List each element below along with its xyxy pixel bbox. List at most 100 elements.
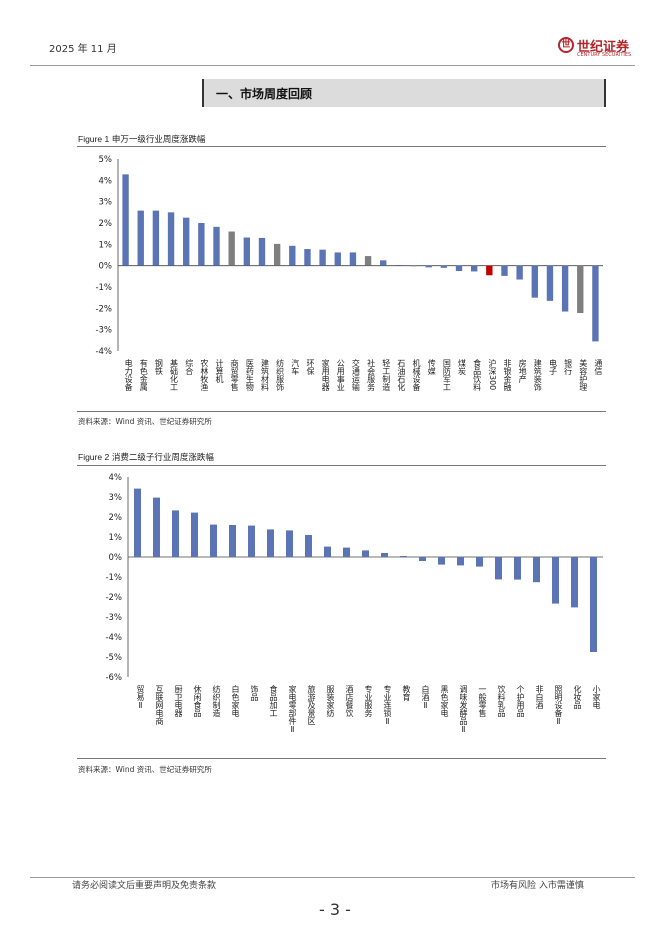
figure1-bar — [364, 256, 372, 266]
figure1-bar — [228, 231, 235, 266]
figure1-category-label: 沪深300 — [488, 358, 497, 390]
figure2-category-label: 休闲食品 — [193, 684, 202, 718]
figure2-source: 资料来源：Wind 资讯、世纪证券研究所 — [78, 765, 212, 774]
figure2-category-label: 饰品 — [250, 684, 259, 702]
figure1-bar — [546, 265, 554, 301]
figure2-bar — [324, 546, 331, 557]
figure2-category-label: 专业服务 — [364, 684, 373, 718]
figure1-bar — [167, 212, 175, 266]
figure2-bar — [229, 525, 236, 557]
figure2-bar — [172, 510, 179, 557]
figure1-category-label: 房地产 — [518, 358, 527, 384]
figure2-bar — [533, 557, 540, 583]
figure1-ytick-label: 5% — [99, 155, 113, 165]
figure2-category-label: 服装家纺 — [326, 685, 335, 718]
figure2-bar — [267, 529, 274, 557]
figure2-bar — [400, 556, 407, 557]
figure2-top-rule — [77, 465, 606, 466]
figure2-ytick-label: 4% — [109, 473, 123, 483]
figure2-bar — [286, 530, 293, 557]
figure1-category-label: 非银金融 — [503, 358, 512, 392]
header-divider — [30, 65, 635, 66]
figure1-bar — [304, 249, 311, 266]
figure2-bar — [590, 557, 597, 652]
figure1-category-label: 通信 — [594, 358, 603, 376]
figure1-category-label: 电力设备 — [124, 358, 133, 392]
figure1-ytick-label: -4% — [95, 347, 112, 357]
figure1-category-label: 公用事业 — [336, 359, 345, 391]
figure2-category-label: 食品加工 — [269, 684, 278, 717]
section-title: 一、市场周度回顾 — [216, 87, 313, 101]
figure1-category-label: 食品饮料 — [473, 358, 482, 392]
figure2-category-label: 白色家电 — [231, 684, 240, 717]
figure2-category-label: 个护用品 — [516, 685, 525, 718]
figure1-category-label: 银行 — [564, 358, 573, 376]
figure1-category-label: 建筑材料 — [260, 358, 269, 392]
figure2-category-label: 教育 — [402, 684, 411, 702]
figure1-bar — [577, 265, 584, 314]
figure1-ytick-label: 4% — [99, 176, 113, 186]
figure2-ytick-label: 1% — [109, 533, 123, 543]
footer-divider — [30, 877, 635, 878]
figure1-bar — [334, 252, 341, 266]
figure2-ytick-label: 3% — [109, 493, 123, 503]
figure1-bar — [531, 265, 538, 298]
figure2-ytick-label: -3% — [105, 613, 122, 623]
figure2-ytick-label: -1% — [105, 573, 122, 583]
figure2-ytick-label: -2% — [105, 593, 122, 603]
logo-chinese-name: 世纪证券 — [577, 40, 630, 55]
figure1-category-label: 纺织服饰 — [276, 358, 285, 392]
figure2-category-label: 酒店餐饮 — [345, 685, 354, 718]
figure1-category-label: 电子 — [548, 358, 557, 375]
figure1-category-label: 社会服务 — [367, 358, 376, 392]
figure1-category-label: 传媒 — [427, 358, 436, 376]
figure2-chart: 4% 3% 2% 1% 0% -1% -2% -3% -4% -5% -6% 贸易Ⅱ 互联网电商 厨卫电器… — [105, 473, 603, 734]
figure1-bar — [137, 210, 144, 266]
figure1-bar — [349, 252, 357, 266]
figure2-caption: Figure 2 消费二级子行业周度涨跌幅 — [78, 451, 214, 463]
figure1-ytick-label: 0% — [99, 262, 113, 272]
figure2-category-label: 纺织制造 — [212, 684, 221, 718]
figure1-bar — [592, 265, 599, 342]
figure1-bar — [410, 265, 417, 267]
figure1-bar — [122, 174, 129, 266]
figure1-caption: Figure 1 申万一级行业周度涨跌幅 — [78, 133, 205, 145]
logo-english-name: CENTURY SECURITIES — [577, 52, 632, 58]
figure1-category-label: 家用电器 — [321, 358, 330, 392]
figure1-bar — [273, 243, 281, 266]
figure2-bar — [153, 497, 160, 557]
figure1-bar — [455, 265, 463, 271]
figure1-bar — [516, 265, 523, 280]
figure1-category-label: 基础化工 — [170, 358, 179, 391]
figure1-bar — [183, 217, 190, 266]
figure1-bar — [395, 265, 402, 266]
figure2-bar — [495, 557, 502, 580]
figure1-bar — [258, 237, 266, 266]
figure1-category-label: 石油石化 — [397, 359, 406, 392]
figure1-category-label: 综合 — [185, 358, 194, 376]
figure2-bar — [210, 524, 217, 557]
figure2-category-label: 贸易Ⅱ — [136, 684, 145, 710]
figure1-category-label: 国防军工 — [442, 359, 451, 391]
figure1-bar — [486, 265, 493, 276]
figure1-category-label: 汽车 — [291, 358, 300, 376]
figure2-bar — [343, 547, 350, 557]
figure2-category-label: 小家电 — [592, 685, 601, 709]
figure2-bar — [248, 525, 255, 557]
figure2-bottom-rule — [77, 758, 606, 759]
figure1-ytick-label: -1% — [95, 283, 112, 293]
figure1-bar — [425, 265, 432, 268]
figure1-category-label: 交通运输 — [351, 358, 360, 392]
figure2-ytick-label: 2% — [109, 513, 123, 523]
figure2-bar — [552, 557, 559, 604]
figure2-bar — [362, 550, 369, 557]
figure2-title: 消费二级子行业周度涨跌幅 — [111, 453, 214, 463]
figure2-bar — [419, 557, 426, 561]
figure1-category-label: 计算机 — [215, 358, 224, 384]
footer-risk-notice: 市场有风险 入市需谨慎 — [491, 881, 584, 891]
figure1-category-label: 煤炭 — [458, 358, 467, 376]
figure2-category-label: 化妆品 — [573, 684, 582, 710]
figure1-ytick-label: 2% — [99, 219, 113, 229]
figure1-bar — [198, 223, 205, 266]
figure1-category-label: 有色金属 — [139, 358, 148, 392]
